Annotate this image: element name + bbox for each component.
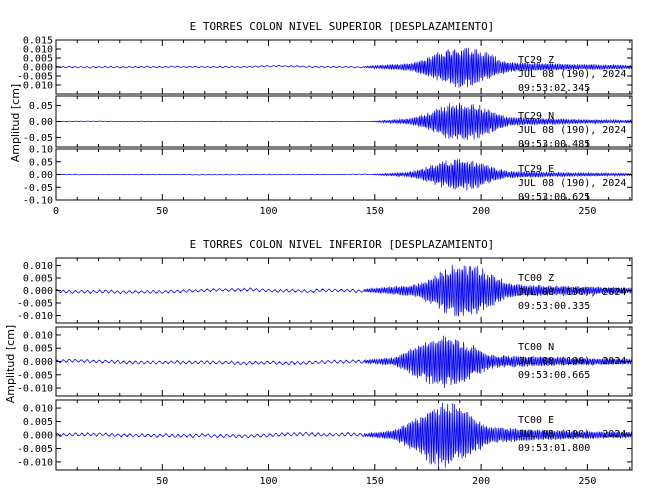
y-tick-label: -0.005 [17,370,53,381]
y-tick-label: 0.000 [23,357,53,368]
y-tick-label: 0.010 [23,330,53,341]
y-tick-label: 0.00 [29,170,53,181]
station-label: TC29 E [518,164,554,175]
date-label: JUL 08 (190), 2024 [518,287,626,298]
date-label: JUL 08 (190), 2024 [518,356,626,367]
y-tick-label: 0.05 [29,157,53,168]
y-tick-label: -0.010 [17,457,53,468]
y-tick-label: -0.005 [17,444,53,455]
y-tick-label: 0.10 [29,145,53,156]
chart-title-inferior: E TORRES COLON NIVEL INFERIOR [DESPLAZAM… [190,238,495,251]
chart-title-superior: E TORRES COLON NIVEL SUPERIOR [DESPLAZAM… [190,20,495,33]
trace-TC29-Z [56,47,632,88]
x-tick-label: 200 [472,206,490,217]
x-tick-label: 100 [260,476,278,487]
date-label: JUL 08 (190), 2024 [518,429,626,440]
x-tick-label: 150 [366,476,384,487]
time-label: 09:53:00.335 [518,301,590,312]
time-label: 09:53:00.625 [518,192,590,203]
date-label: JUL 08 (190), 2024 [518,125,626,136]
y-tick-label: -0.005 [17,72,53,83]
y-tick-label: -0.05 [23,183,53,194]
panel-TC29-E: 0.100.05 0.00 -0.05 -0.10 TC29 E JUL 08 (190)… [23,145,633,207]
x-tick-label: 0 [53,206,59,217]
trace-TC00-E [56,402,632,468]
y-tick-label: 0.000 [23,63,53,74]
x-tick-label: 100 [260,206,278,217]
x-tick-label: 150 [366,206,384,217]
y-tick-label: 0.005 [23,274,53,285]
station-label: TC00 Z [518,273,554,284]
station-label: TC29 Z [518,55,554,66]
x-tick-label: 250 [578,476,596,487]
y-tick-label: 0.005 [23,344,53,355]
y-tick-label: 0.05 [29,101,53,112]
station-label: TC00 E [518,415,554,426]
x-tick-label: 250 [578,206,596,217]
station-label: TC29 N [518,111,554,122]
y-tick-label: 0.000 [23,431,53,442]
y-tick-label: -0.010 [17,384,53,395]
y-tick-label: 0.005 [23,417,53,428]
y-tick-label: -0.010 [17,81,53,92]
time-label: 09:53:00.665 [518,370,590,381]
trace-TC29-N [56,102,632,140]
y-tick-label: 0.010 [23,404,53,415]
time-label: 09:53:02.345 [518,83,590,94]
x-tick-label: 50 [156,206,168,217]
date-label: JUL 08 (190), 2024 [518,69,626,80]
y-tick-label: -0.10 [23,196,53,207]
y-tick-label: -0.005 [17,299,53,310]
y-tick-label: 0.000 [23,286,53,297]
panel-TC00-E: 0.010 0.005 0.000 -0.005 -0.010 TC00 E JUL 08 … [17,399,633,471]
time-label: 09:53:01.800 [518,443,590,454]
x-tick-label: 200 [472,476,490,487]
y-tick-label: 0.010 [23,261,53,272]
station-label: TC00 N [518,342,554,353]
y-axis-label-superior: Amplitud [cm] [9,84,22,162]
y-tick-label: -0.05 [23,133,53,144]
panel-TC00-N: 0.010 0.005 0.000 -0.005 -0.010 TC00 N JUL 08 … [17,326,633,397]
y-tick-label: 0.015 [23,36,53,47]
y-tick-label: 0.010 [23,45,53,56]
y-tick-label: 0.005 [23,54,53,65]
panel-TC29-N: 0.05 0.00 -0.05 TC29 N JUL 08 (190), 2024 09:… [23,95,633,150]
trace-TC29-E [56,159,632,191]
date-label: JUL 08 (190), 2024 [518,178,626,189]
time-label: 09:53:00.485 [518,139,590,150]
y-tick-label: 0.00 [29,117,53,128]
trace-TC00-Z [56,264,632,317]
x-tick-label: 50 [156,476,168,487]
trace-TC00-N [56,335,632,389]
y-tick-label: -0.010 [17,311,53,322]
y-axis-label-inferior: Amplitud [cm] [4,325,17,403]
